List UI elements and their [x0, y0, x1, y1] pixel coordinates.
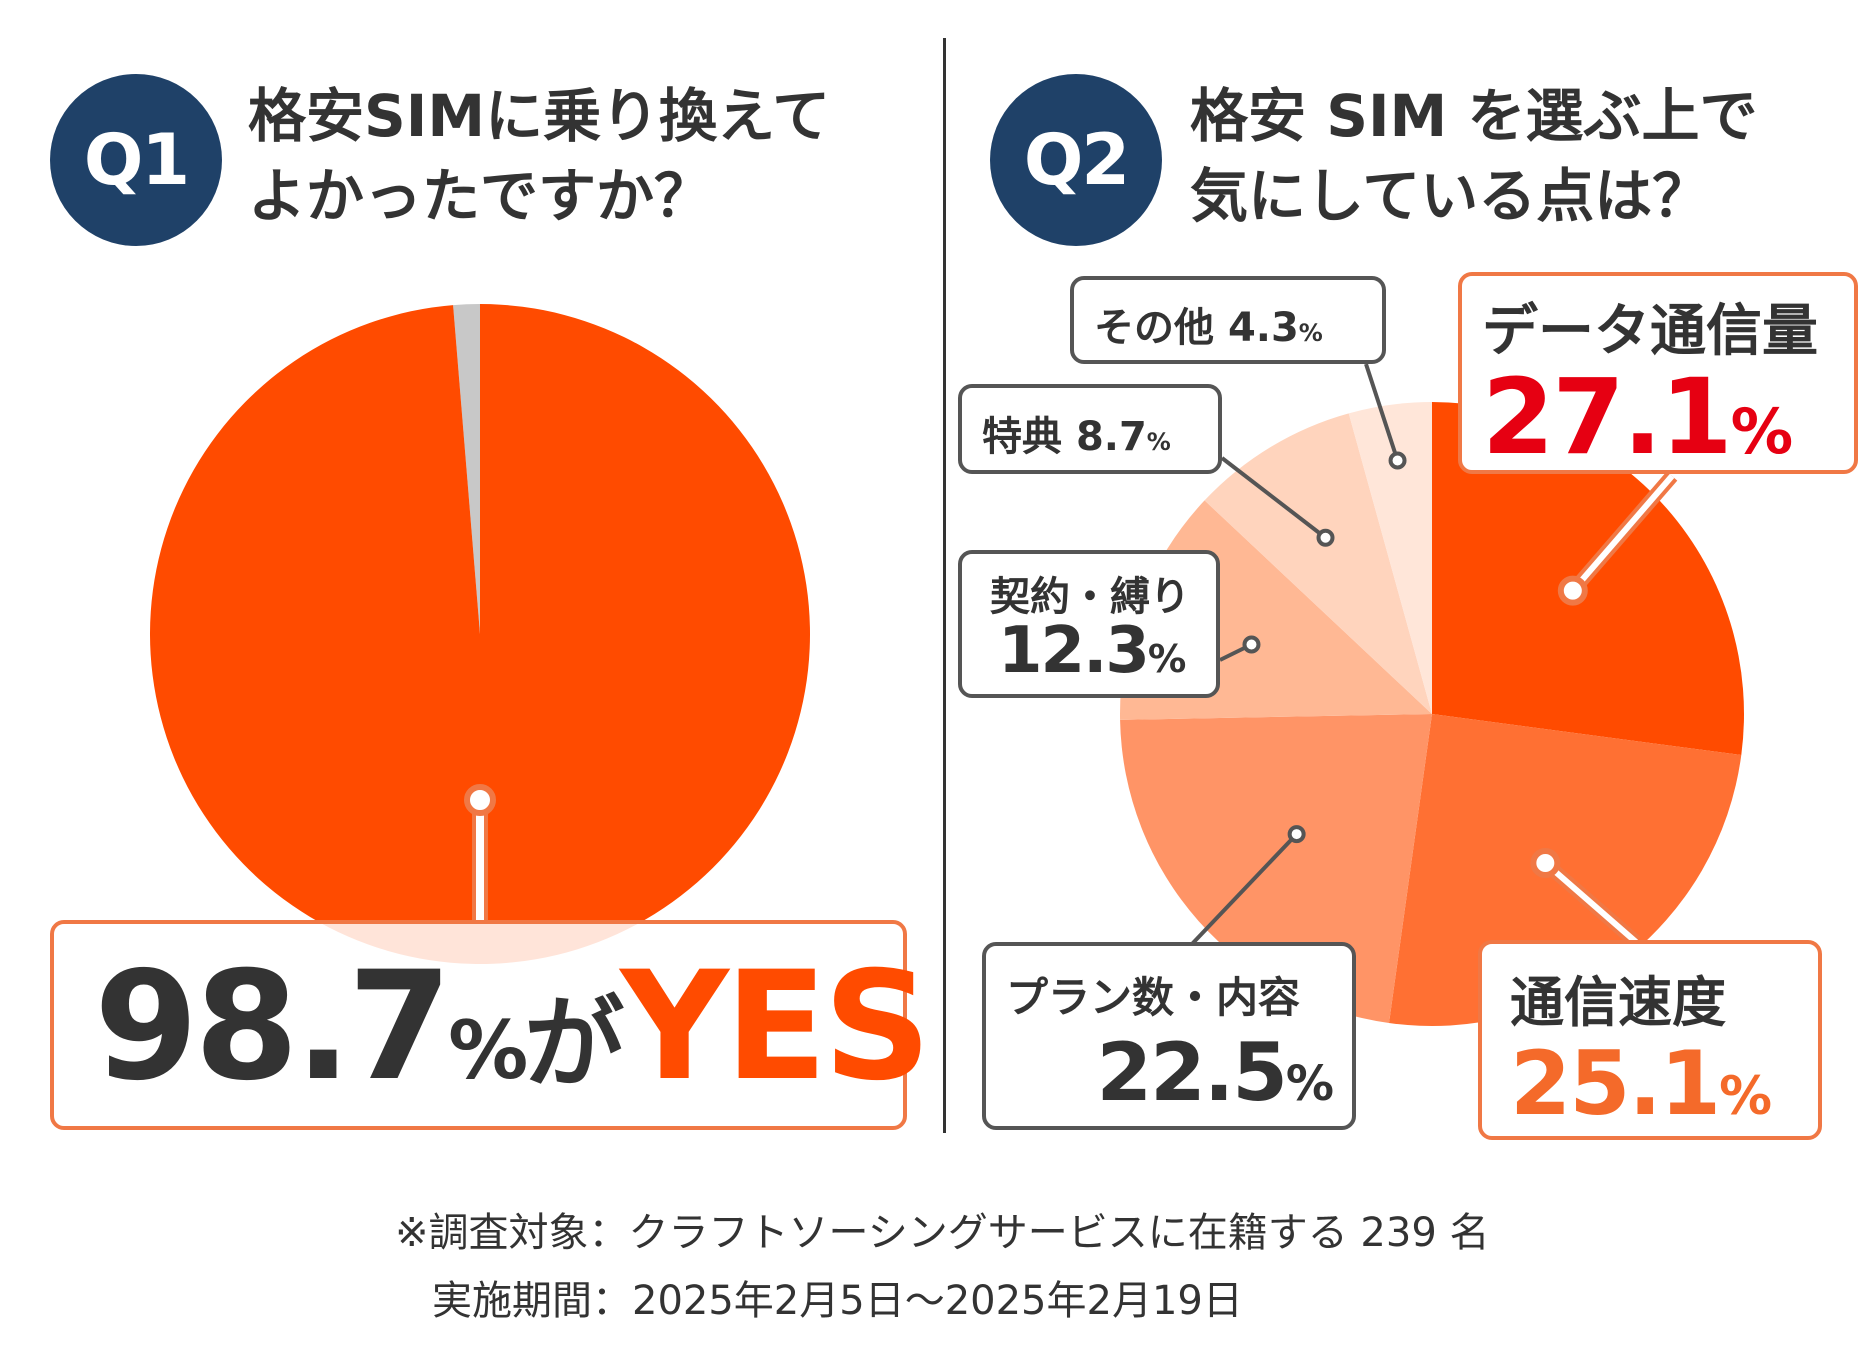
label-plan-name: プラン数・内容	[1006, 973, 1301, 1022]
label-contract-unit: %	[1147, 637, 1186, 682]
q1-badge-text: Q1	[83, 119, 190, 201]
label-contract-num: 12.3	[998, 614, 1150, 688]
q1-result-text: 98.7%がYES	[94, 940, 931, 1136]
center-divider	[943, 38, 946, 1133]
q1-result-value: 98.7	[94, 940, 452, 1114]
label-speed-name: 通信速度	[1510, 971, 1726, 1034]
label-other-name: その他	[1094, 305, 1214, 351]
q2-leader-line-0	[1570, 474, 1675, 593]
label-plan-value: 22.5%	[1096, 1026, 1334, 1119]
q1-result-unit: %	[448, 1004, 528, 1097]
footer-survey-target: ※調査対象：クラフトソーシングサービスに在籍する 239 名	[395, 1210, 1490, 1256]
q2-slice-2	[1120, 714, 1432, 1024]
q1-result-word: YES	[620, 940, 931, 1114]
label-benefit-num: 8.7	[1075, 414, 1147, 460]
q1-title-line2: よかったですか？	[248, 162, 713, 230]
q2-leader-dot-1	[1530, 847, 1561, 878]
label-benefit: 特典 8.7%	[958, 384, 1222, 474]
q1-slice-0	[150, 304, 811, 964]
q2-title-line1: 格安 SIM を選ぶ上で	[1190, 82, 1758, 150]
q2-leader-line-2	[1190, 832, 1299, 946]
label-data-usage-unit: %	[1730, 395, 1793, 468]
label-data-usage-name: データ通信量	[1482, 299, 1818, 364]
label-other-unit: %	[1298, 319, 1323, 347]
q2-badge-text: Q2	[1023, 119, 1130, 201]
q1-title: 格安SIMに乗り換えて よかったですか？	[248, 76, 830, 236]
footer-survey-period: 実施期間：2025年2月5日～2025年2月19日	[432, 1278, 1243, 1324]
q1-leader-dot	[464, 784, 496, 816]
label-speed: 通信速度 25.1%	[1478, 940, 1822, 1140]
label-plan-unit: %	[1285, 1056, 1334, 1112]
label-speed-num: 25.1	[1510, 1032, 1721, 1135]
q2-leader-dot-5	[1388, 451, 1407, 470]
q2-leader-dot-4	[1316, 528, 1335, 547]
q2-title-line2: 気にしている点は？	[1190, 162, 1711, 230]
label-data-usage-value: 27.1%	[1482, 356, 1793, 478]
label-contract-value: 12.3%	[998, 614, 1186, 688]
label-benefit-unit: %	[1146, 428, 1171, 456]
q1-result-box: 98.7%がYES	[50, 920, 931, 1130]
label-contract-name: 契約・縛り	[990, 574, 1190, 620]
label-speed-unit: %	[1719, 1066, 1772, 1127]
q1-slice-1	[453, 304, 480, 634]
q1-pie-chart	[150, 304, 811, 964]
label-plan: プラン数・内容 22.5%	[982, 942, 1356, 1130]
label-contract: 契約・縛り 12.3%	[958, 550, 1220, 698]
label-other-text: その他 4.3%	[1094, 295, 1323, 353]
label-plan-num: 22.5	[1096, 1026, 1288, 1119]
q2-leader-dot-2	[1287, 825, 1306, 844]
q1-result-mid: が	[524, 985, 624, 1102]
label-other: その他 4.3%	[1070, 276, 1386, 364]
q2-leader-dot-0	[1557, 575, 1588, 606]
q2-leader-line-1	[1543, 860, 1638, 945]
label-data-usage: データ通信量 27.1%	[1458, 272, 1858, 478]
q2-slice-5	[1348, 402, 1432, 714]
q2-leader-line-4	[1220, 456, 1327, 540]
q2-title: 格安 SIM を選ぶ上で 気にしている点は？	[1190, 76, 1757, 236]
q1-title-line1: 格安SIMに乗り換えて	[248, 82, 831, 150]
q2-leader-line-5	[1364, 363, 1400, 462]
q2-badge: Q2	[990, 74, 1162, 246]
label-benefit-text: 特典 8.7%	[982, 404, 1171, 462]
q2-leader-dot-3	[1242, 635, 1261, 654]
label-other-num: 4.3	[1227, 305, 1299, 351]
q1-leader-line	[472, 798, 488, 924]
label-speed-value: 25.1%	[1510, 1032, 1772, 1135]
q2-slice-1	[1389, 714, 1742, 1026]
q1-badge: Q1	[50, 74, 222, 246]
label-benefit-name: 特典	[982, 414, 1062, 460]
label-data-usage-num: 27.1	[1482, 356, 1733, 478]
